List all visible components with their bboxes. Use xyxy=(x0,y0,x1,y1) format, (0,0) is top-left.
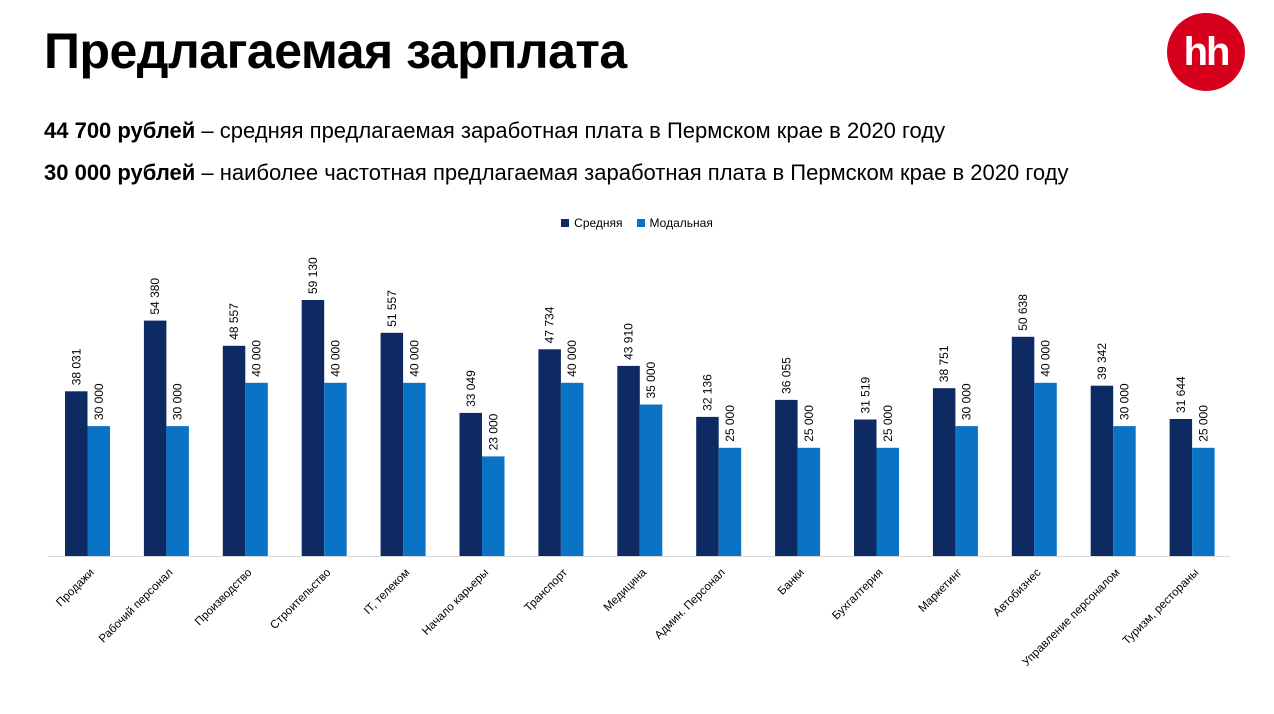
bar-modal xyxy=(324,382,347,556)
bar-average xyxy=(932,388,956,556)
average-salary-value: 44 700 рублей xyxy=(44,118,196,143)
data-label-modal: 25 000 xyxy=(802,405,816,442)
category-label: IT, телеком xyxy=(362,567,412,617)
modal-salary-stat: 30 000 рублей – наиболее частотная предл… xyxy=(44,160,1068,186)
data-label-average: 59 130 xyxy=(306,257,320,294)
data-label-average: 47 734 xyxy=(543,306,557,343)
data-label-average: 48 557 xyxy=(227,303,241,340)
bar-average xyxy=(617,365,640,556)
category-label: Медицина xyxy=(602,566,650,614)
bar-average xyxy=(775,399,798,556)
data-label-modal: 23 000 xyxy=(486,413,500,450)
bar-modal xyxy=(245,382,268,556)
data-label-modal: 35 000 xyxy=(644,361,658,398)
hh-logo: hh xyxy=(1167,13,1245,91)
bar-average xyxy=(65,391,88,556)
category-label: Туризм, рестораны xyxy=(1121,567,1202,648)
data-label-modal: 40 000 xyxy=(407,340,421,377)
bar-average xyxy=(538,349,561,556)
modal-salary-text: – наиболее частотная предлагаемая зарабо… xyxy=(195,160,1069,185)
bar-average xyxy=(459,412,482,556)
bar-modal xyxy=(1034,382,1057,556)
data-label-average: 43 910 xyxy=(622,323,636,360)
bar-modal xyxy=(876,447,899,556)
category-label: Продажи xyxy=(54,567,96,609)
bar-average xyxy=(696,416,719,556)
data-label-average: 33 049 xyxy=(464,370,478,407)
bar-modal xyxy=(560,382,584,556)
legend-item-average: Средняя xyxy=(561,216,623,230)
data-label-modal: 25 000 xyxy=(723,405,737,442)
data-label-average: 39 342 xyxy=(1095,343,1109,380)
data-label-average: 32 136 xyxy=(701,374,715,411)
legend-swatch-modal xyxy=(636,219,645,227)
data-label-modal: 25 000 xyxy=(881,405,895,442)
category-label: Админ. Персонал xyxy=(653,567,728,642)
data-label-modal: 30 000 xyxy=(1118,383,1132,420)
bar-average xyxy=(380,332,404,556)
category-label: Начало карьеры xyxy=(420,567,491,638)
legend-label-modal: Модальная xyxy=(649,216,713,230)
legend-item-modal: Модальная xyxy=(636,216,713,230)
bar-average xyxy=(1090,385,1114,556)
data-label-average: 51 557 xyxy=(385,290,399,327)
bar-average xyxy=(1169,419,1193,556)
average-salary-stat: 44 700 рублей – средняя предлагаемая зар… xyxy=(44,118,945,144)
category-label: Производство xyxy=(193,567,255,629)
data-label-average: 38 031 xyxy=(69,348,83,385)
data-label-modal: 40 000 xyxy=(1039,340,1053,377)
category-label: Автобизнес xyxy=(991,567,1043,619)
chart-legend: Средняя Модальная xyxy=(0,216,1274,230)
bar-average xyxy=(301,300,325,556)
bar-modal xyxy=(639,404,663,556)
data-label-average: 50 638 xyxy=(1016,294,1030,331)
category-label: Бухгалтерия xyxy=(830,567,885,622)
page-title: Предлагаемая зарплата xyxy=(44,23,627,79)
legend-label-average: Средняя xyxy=(574,216,623,230)
average-salary-text: – средняя предлагаемая заработная плата … xyxy=(195,118,946,143)
data-label-average: 36 055 xyxy=(779,357,793,394)
data-label-modal: 25 000 xyxy=(1196,405,1210,442)
bar-modal xyxy=(955,426,978,556)
modal-salary-value: 30 000 рублей xyxy=(44,160,196,185)
data-label-modal: 40 000 xyxy=(565,340,579,377)
bar-modal xyxy=(1113,426,1136,556)
bar-modal xyxy=(166,426,189,556)
data-label-modal: 30 000 xyxy=(171,383,185,420)
data-label-modal: 40 000 xyxy=(250,340,264,377)
bar-modal xyxy=(1192,447,1215,556)
category-label: Строительство xyxy=(268,567,333,632)
bar-modal xyxy=(87,426,110,556)
bar-average xyxy=(1011,336,1035,556)
data-label-average: 54 380 xyxy=(148,278,162,315)
legend-swatch-average xyxy=(561,219,570,227)
category-label: Рабочий персонал xyxy=(97,567,176,646)
data-label-average: 38 751 xyxy=(937,345,951,382)
category-label: Транспорт xyxy=(523,566,571,614)
bar-modal xyxy=(797,447,821,556)
data-label-average: 31 644 xyxy=(1174,376,1188,413)
category-label: Банки xyxy=(776,567,807,598)
data-label-modal: 30 000 xyxy=(960,383,974,420)
bar-modal xyxy=(718,447,742,556)
data-label-average: 31 519 xyxy=(858,376,872,413)
category-label: Маркетинг xyxy=(917,567,965,615)
data-label-modal: 30 000 xyxy=(92,383,106,420)
bar-average xyxy=(854,419,877,556)
bar-average xyxy=(143,320,167,556)
data-label-modal: 40 000 xyxy=(329,340,343,377)
bar-average xyxy=(222,345,246,556)
bar-modal xyxy=(482,456,505,556)
bar-modal xyxy=(403,382,426,556)
